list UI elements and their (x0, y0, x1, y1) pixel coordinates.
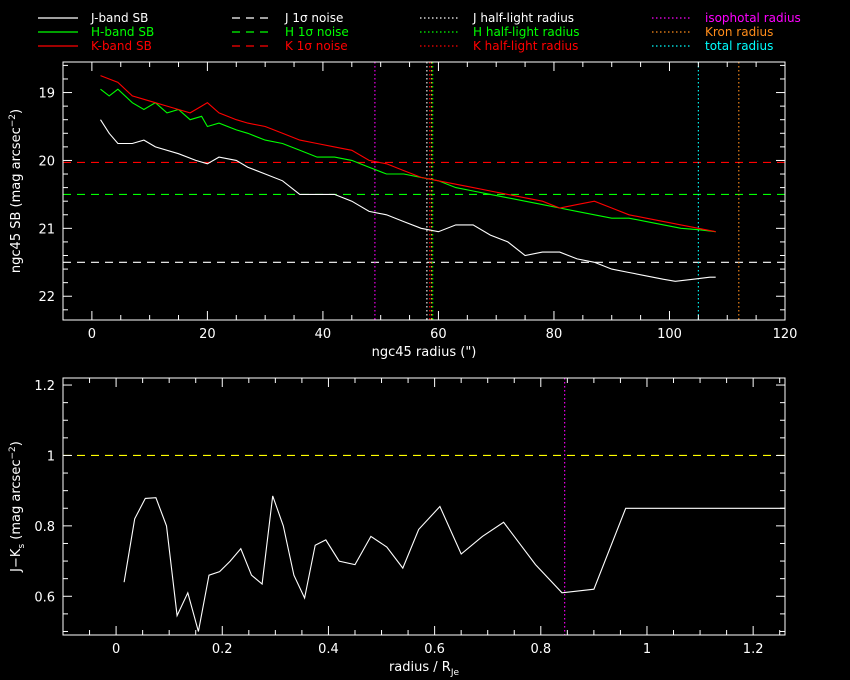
legend-label-h-band-sb: H-band SB (91, 25, 154, 39)
color-series-j-k (123, 495, 785, 632)
sb-ytick-label: 21 (38, 222, 55, 237)
color-xtick-label: 0.8 (530, 642, 551, 657)
sb-series-h-band-sb (100, 88, 716, 233)
color-xtick-label: 0.6 (424, 642, 445, 657)
sb-xtick-label: 0 (88, 327, 96, 342)
sb-xtick-label: 100 (657, 327, 682, 342)
color-ytick-label: 0.8 (34, 520, 55, 535)
color-xlabel: radius / RJe (389, 660, 460, 678)
legend-label-total-radius: total radius (705, 39, 773, 53)
legend-label-j-half-light-radius: J half-light radius (472, 11, 574, 25)
legend-label-kron-radius: Kron radius (705, 25, 773, 39)
color-axes-frame (62, 377, 786, 636)
sb-xlabel: ngc45 radius (") (372, 345, 477, 360)
color-xtick-label: 0.2 (212, 642, 233, 657)
sb-series-j-band-sb (100, 119, 716, 282)
sb-xtick-label: 80 (546, 327, 563, 342)
legend-label-isophotal-radius: isophotal radius (705, 11, 801, 25)
color-ytick-label: 1 (47, 449, 55, 464)
sb-xtick-label: 120 (773, 327, 798, 342)
color-ylabel: J−Ks (mag arcsec−2) (8, 441, 27, 573)
surface-brightness-panel: 0 20 40 60 80 100 120 19 20 21 22 ngc45 radius (") n… (8, 61, 798, 360)
color-xtick-label: 1.2 (743, 642, 764, 657)
legend-label-k-1-noise: K 1σ noise (285, 39, 348, 53)
legend-label-h-half-light-radius: H half-light radius (473, 25, 580, 39)
color-ytick-label: 0.6 (34, 590, 55, 605)
color-xtick-label: 0 (112, 642, 120, 657)
sb-xtick-label: 20 (199, 327, 216, 342)
legend-label-j-1-noise: J 1σ noise (284, 11, 343, 25)
sb-xtick-label: 60 (430, 327, 447, 342)
sb-ytick-label: 20 (38, 154, 55, 169)
color-profile-panel: 0 0.2 0.4 0.6 0.8 1 1.2 0.6 0.8 1 1.2 radius / RJe J… (8, 377, 786, 678)
sb-ytick-label: 19 (38, 87, 55, 102)
sb-ytick-label: 22 (38, 290, 55, 305)
legend-label-k-half-light-radius: K half-light radius (473, 39, 578, 53)
color-ytick-label: 1.2 (34, 379, 55, 394)
sb-series-k-band-sb (100, 75, 716, 233)
sb-xtick-label: 40 (315, 327, 332, 342)
legend-label-h-1-noise: H 1σ noise (285, 25, 349, 39)
color-xtick-label: 0.4 (318, 642, 339, 657)
legend-label-j-band-sb: J-band SB (90, 11, 148, 25)
sb-axes-frame (62, 61, 786, 321)
sb-ylabel: ngc45 SB (mag arcsec−2) (8, 109, 24, 273)
color-xtick-label: 1 (643, 642, 651, 657)
legend-label-k-band-sb: K-band SB (91, 39, 152, 53)
